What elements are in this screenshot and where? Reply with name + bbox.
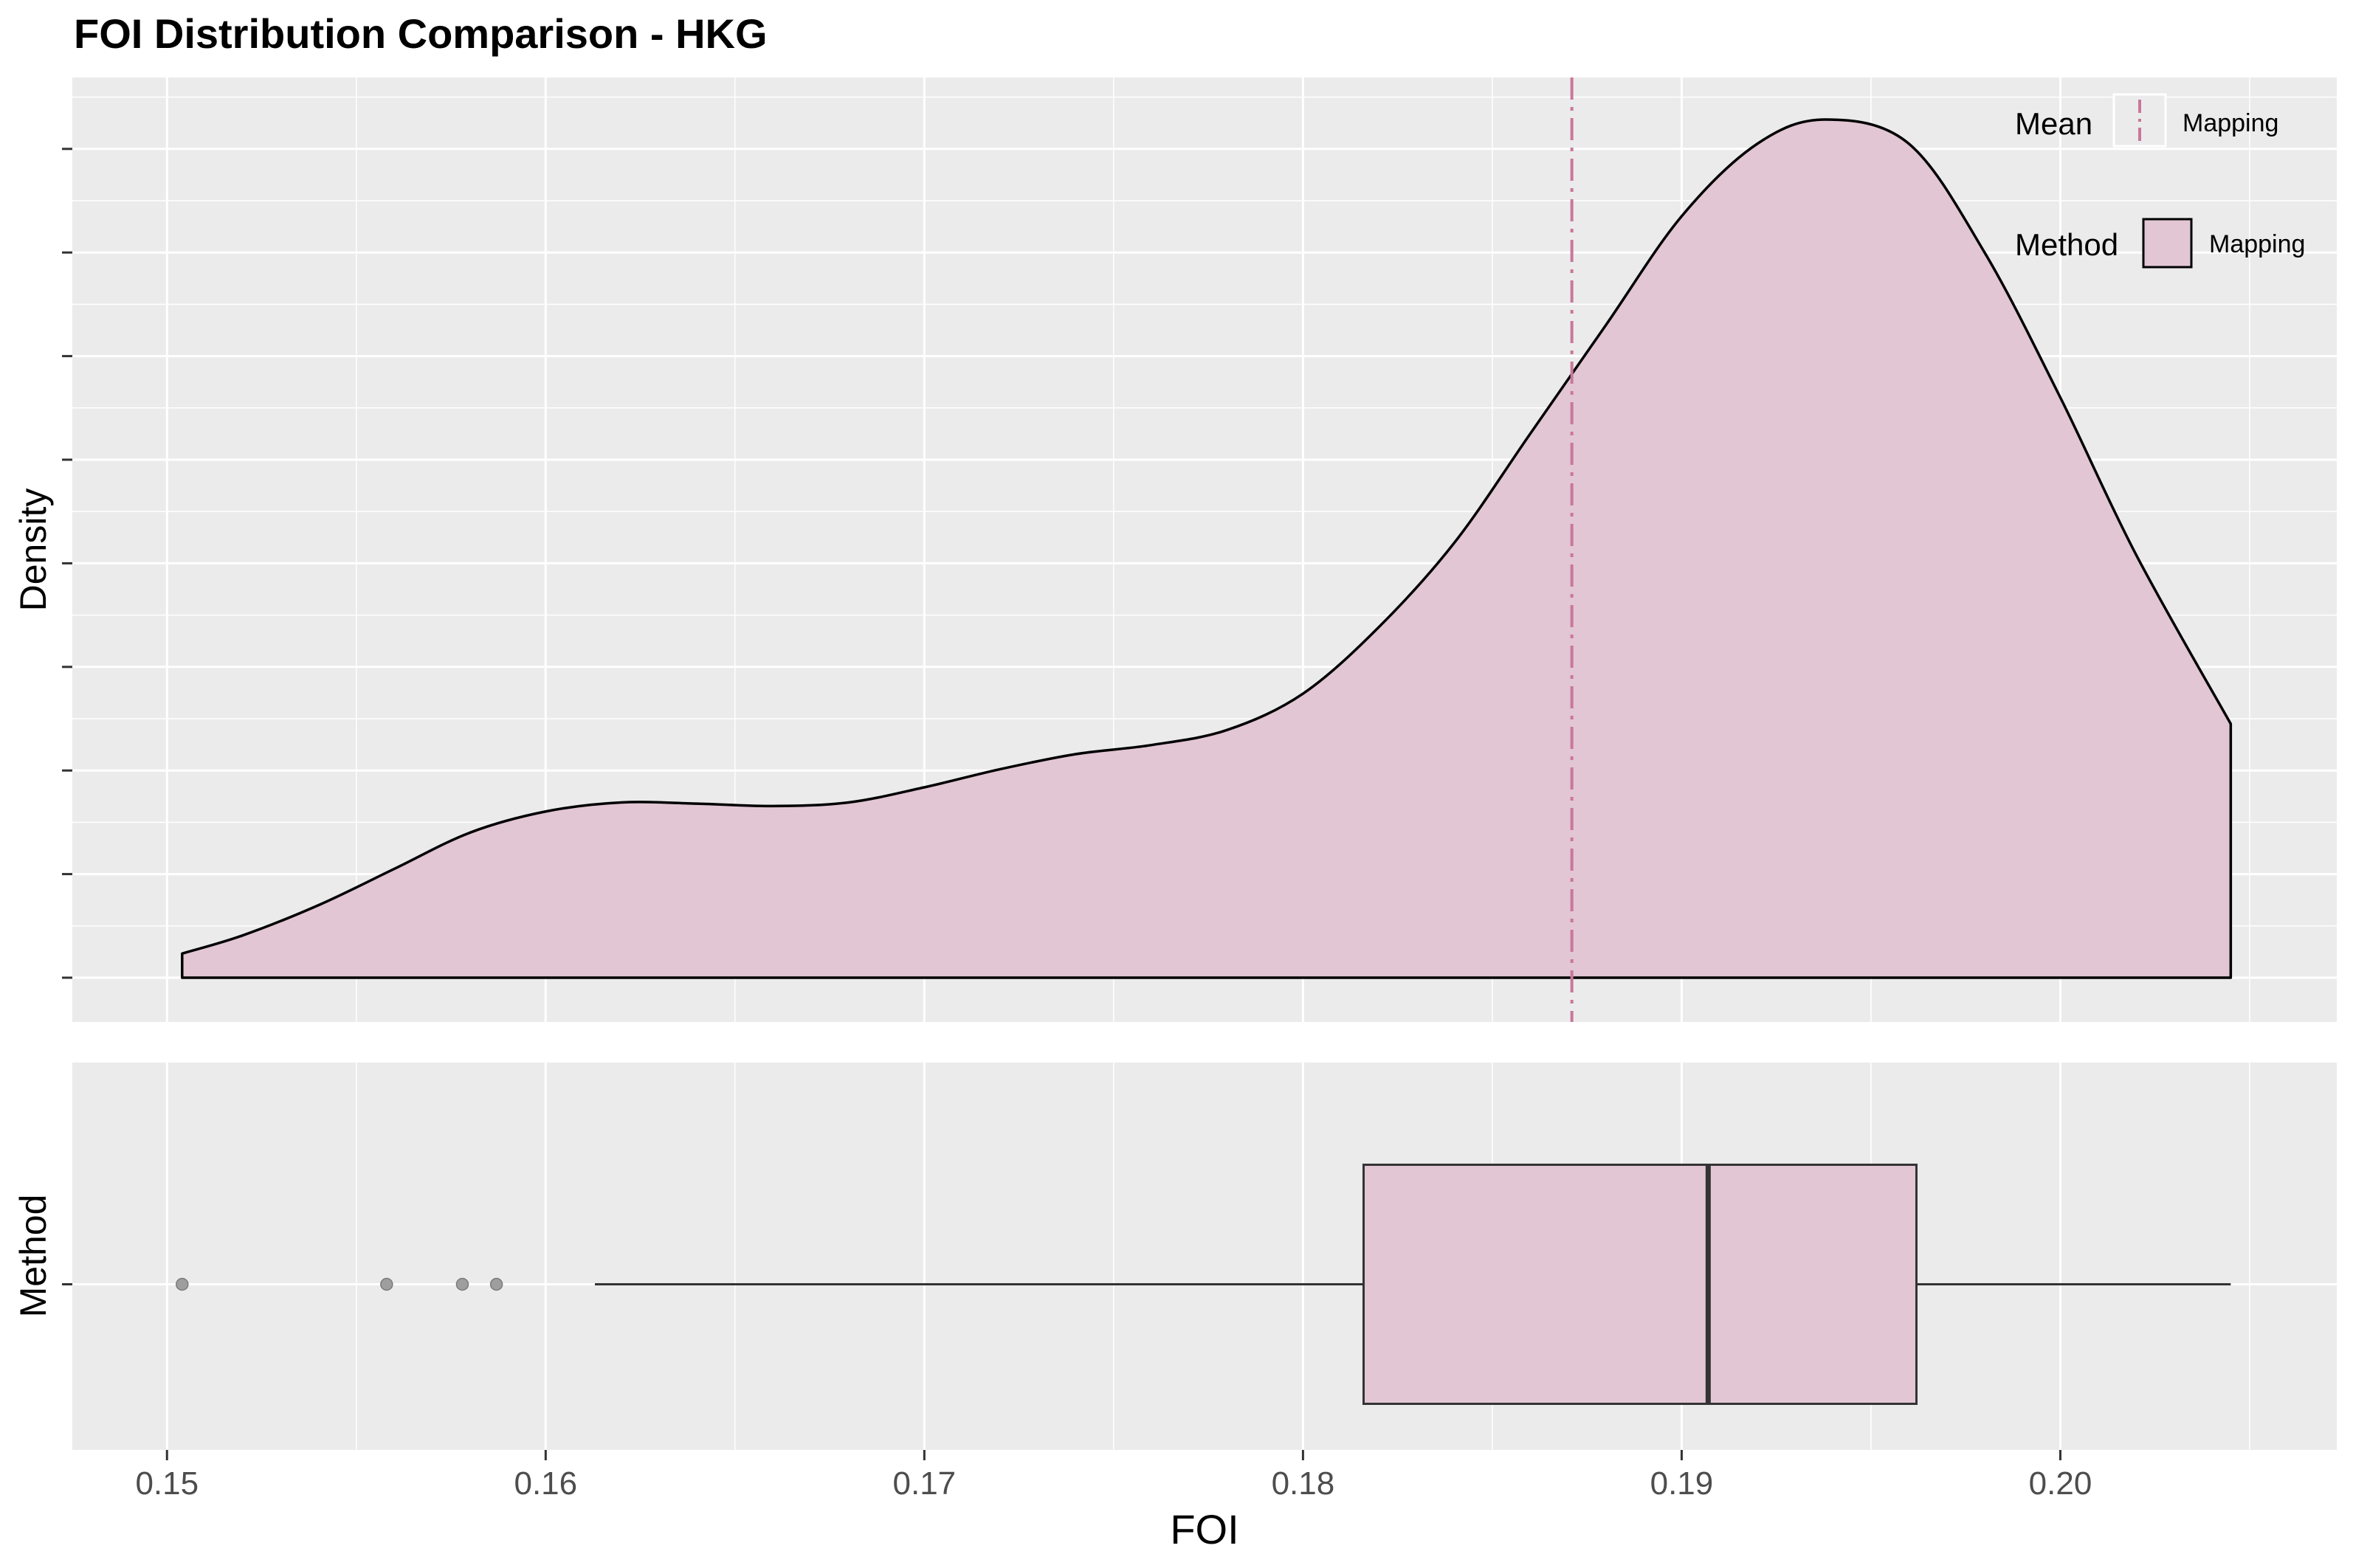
- y-axis-label-method: Method: [13, 1195, 54, 1318]
- y-axis-label-density: Density: [13, 488, 54, 612]
- density-panel: [72, 77, 2337, 1022]
- box-outlier: [455, 1277, 469, 1291]
- legend-method-title: Method: [2015, 227, 2118, 262]
- x-axis-label: FOI: [1170, 1506, 1238, 1553]
- legend-mean-title: Mean: [2015, 106, 2092, 141]
- box-iqr: [1362, 1164, 1918, 1405]
- x-tick-label: 0.20: [2029, 1465, 2092, 1502]
- x-tick-label: 0.16: [514, 1465, 577, 1502]
- boxplot-mapping: [176, 1164, 2231, 1405]
- x-tick-label: 0.17: [893, 1465, 957, 1502]
- x-axis-ticks: 0.15 0.16 0.17 0.18 0.19 0.20: [62, 148, 2092, 1502]
- legend-mean-label: Mapping: [2183, 109, 2278, 137]
- box-panel-bg: [72, 1063, 2337, 1450]
- x-tick-label: 0.18: [1272, 1465, 1335, 1502]
- box-outlier: [176, 1277, 189, 1291]
- x-tick-label: 0.15: [135, 1465, 199, 1502]
- chart-title: FOI Distribution Comparison - HKG: [74, 10, 768, 57]
- density-area-mapping: [181, 118, 2233, 979]
- legend-method-label: Mapping: [2209, 230, 2305, 258]
- box-outlier: [380, 1277, 393, 1291]
- box-panel: [72, 1063, 2337, 1450]
- legend: Mean Mapping Method Mapping: [2015, 93, 2305, 269]
- x-tick-label: 0.19: [1650, 1465, 1714, 1502]
- box-outlier: [489, 1277, 503, 1291]
- legend-method-key: [2142, 218, 2193, 269]
